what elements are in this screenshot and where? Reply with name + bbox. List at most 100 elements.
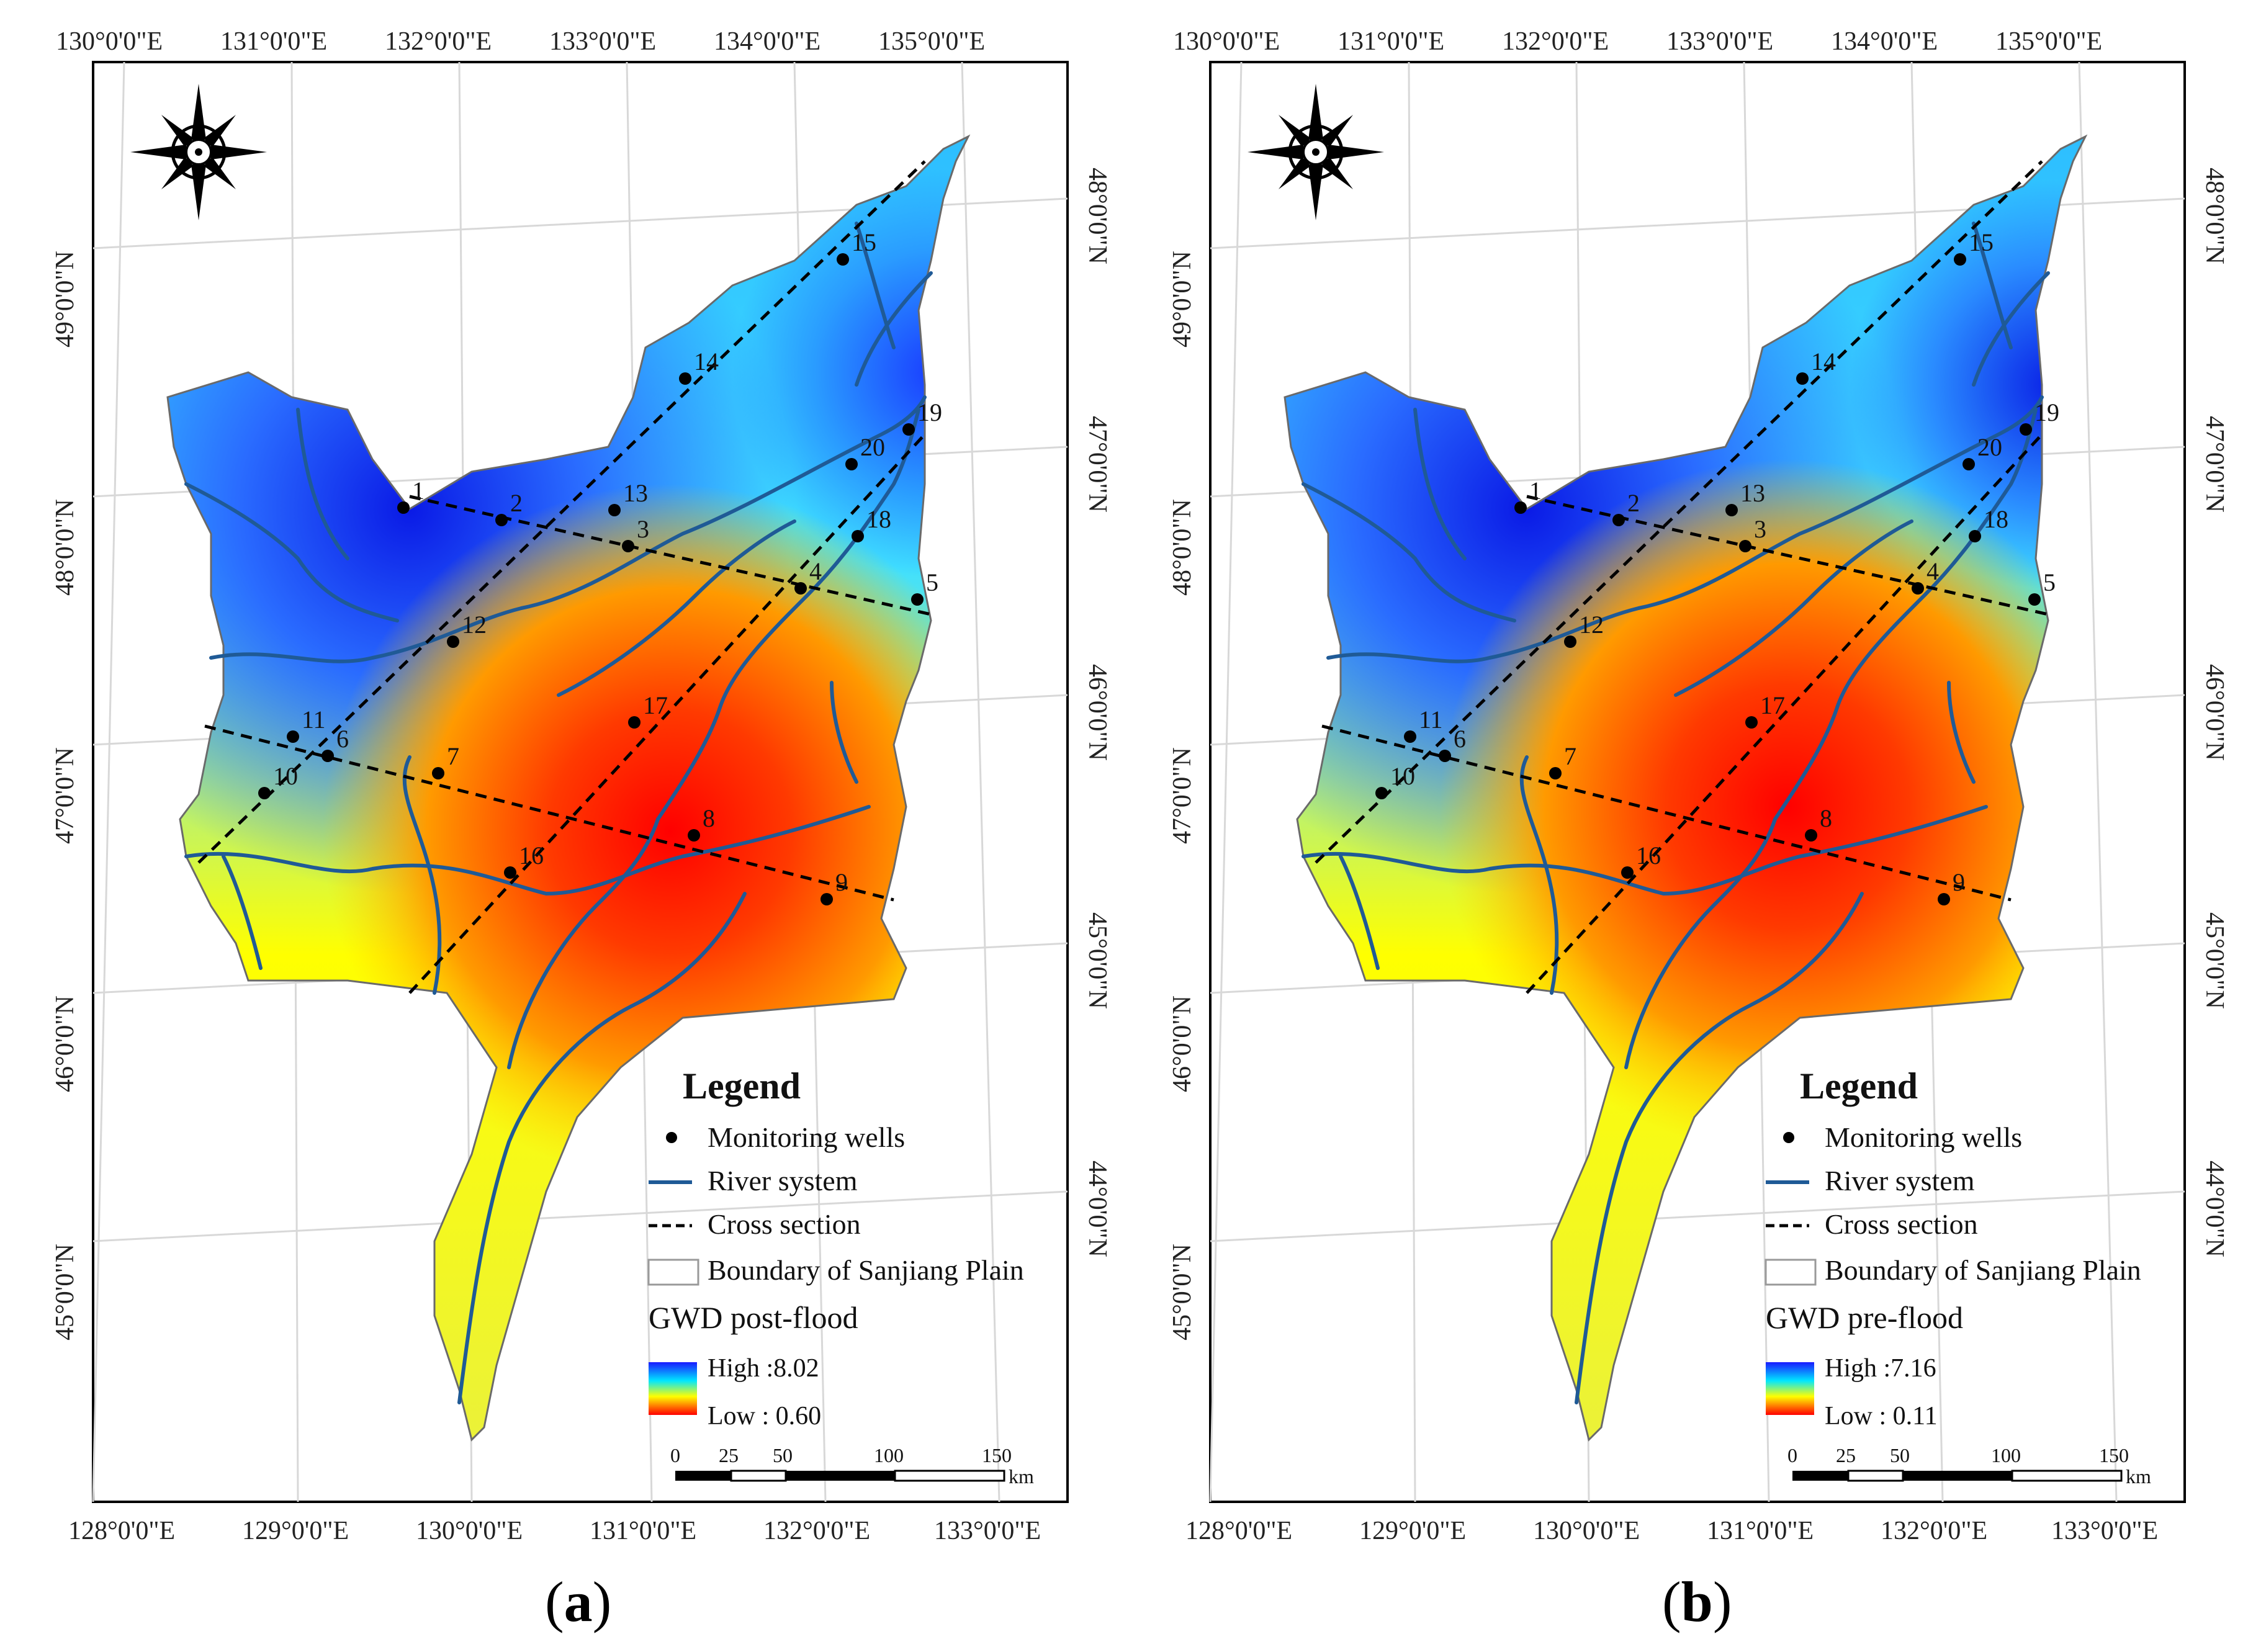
lat-label: 45°0'0"N — [1083, 912, 1112, 1009]
lon-label: 133°0'0"E — [1666, 27, 1773, 56]
lat-label: 46°0'0"N — [1083, 664, 1112, 761]
scale-tick: 100 — [1991, 1444, 2021, 1466]
monitoring-well-marker — [1549, 767, 1562, 779]
monitoring-well-label: 16 — [1636, 842, 1661, 869]
monitoring-well-label: 11 — [302, 706, 326, 734]
monitoring-well-marker — [794, 582, 807, 595]
legend-wells-label: Monitoring wells — [708, 1121, 905, 1153]
right-latitude-labels: 48°0'0"N 47°0'0"N 46°0'0"N 45°0'0"N 44°0… — [1083, 168, 1112, 1257]
lon-label: 131°0'0"E — [590, 1517, 696, 1545]
monitoring-well-label: 6 — [336, 725, 349, 753]
scale-tick: 150 — [982, 1444, 1012, 1466]
monitoring-well-label: 4 — [1927, 557, 1939, 585]
lon-label: 132°0'0"E — [1881, 1517, 1987, 1545]
top-longitude-labels: 130°0'0"E 131°0'0"E 132°0'0"E 133°0'0"E … — [1173, 27, 2102, 56]
lon-label: 129°0'0"E — [1359, 1517, 1466, 1545]
legend-high-label: High :8.02 — [708, 1354, 819, 1383]
monitoring-well-label: 19 — [2034, 398, 2059, 426]
legend-well-symbol — [1783, 1132, 1794, 1143]
lon-label: 134°0'0"E — [714, 27, 821, 56]
monitoring-well-label: 20 — [860, 433, 885, 461]
monitoring-well-label: 19 — [917, 398, 942, 426]
legend-low-label: Low : 0.11 — [1825, 1402, 1938, 1430]
monitoring-well-label: 3 — [1754, 515, 1766, 543]
top-longitude-labels: 130°0'0"E 131°0'0"E 132°0'0"E 133°0'0"E … — [56, 27, 985, 56]
panel-label-b: (b) — [1662, 1570, 1732, 1633]
monitoring-well-label: 3 — [637, 515, 649, 543]
monitoring-well-marker — [504, 866, 516, 879]
legend-cross-label: Cross section — [708, 1208, 861, 1240]
monitoring-well-label: 14 — [1811, 348, 1836, 375]
scale-tick: 150 — [2099, 1444, 2129, 1466]
monitoring-well-marker — [911, 593, 924, 606]
monitoring-well-label: 9 — [1953, 868, 1965, 896]
lat-label: 48°0'0"N — [1168, 499, 1197, 596]
monitoring-well-marker — [1912, 582, 1924, 595]
monitoring-well-marker — [608, 504, 621, 516]
lon-label: 130°0'0"E — [1533, 1517, 1640, 1545]
monitoring-well-label: 10 — [1390, 762, 1415, 790]
lon-label: 134°0'0"E — [1831, 27, 1938, 56]
legend-gwd-label: GWD post-flood — [649, 1300, 858, 1335]
monitoring-well-marker — [495, 514, 508, 526]
monitoring-well-marker — [432, 767, 444, 779]
river-system — [1302, 222, 2050, 1404]
legend-color-ramp — [649, 1362, 697, 1415]
lon-label: 133°0'0"E — [934, 1517, 1041, 1545]
lon-label: 133°0'0"E — [549, 27, 656, 56]
monitoring-well-marker — [1969, 530, 1981, 542]
monitoring-well-marker — [1514, 501, 1527, 514]
lat-label: 47°0'0"N — [51, 747, 79, 844]
monitoring-well-marker — [1963, 458, 1975, 470]
monitoring-well-label: 12 — [1579, 611, 1604, 639]
cross-sections — [197, 160, 932, 994]
monitoring-well-label: 17 — [1760, 691, 1785, 719]
scale-tick: 50 — [1890, 1444, 1910, 1466]
monitoring-well-marker — [837, 253, 849, 266]
lon-label: 132°0'0"E — [385, 27, 492, 56]
monitoring-well-label: 15 — [1969, 228, 1994, 256]
monitoring-well-marker — [622, 540, 634, 552]
monitoring-well-label: 1 — [1529, 477, 1542, 505]
monitoring-well-label: 18 — [1984, 505, 2008, 533]
monitoring-well-label: 2 — [510, 489, 523, 517]
lat-label: 47°0'0"N — [1083, 416, 1112, 513]
lat-label: 45°0'0"N — [1168, 1244, 1197, 1340]
lon-label: 130°0'0"E — [1173, 27, 1280, 56]
scale-tick: 25 — [1836, 1444, 1856, 1466]
monitoring-well-label: 10 — [273, 762, 298, 790]
monitoring-well-label: 14 — [694, 348, 719, 375]
legend-low-label: Low : 0.60 — [708, 1402, 821, 1430]
lon-label: 135°0'0"E — [878, 27, 985, 56]
lon-label: 129°0'0"E — [242, 1517, 349, 1545]
monitoring-well-label: 13 — [1740, 479, 1765, 507]
legend-boundary-label: Boundary of Sanjiang Plain — [708, 1254, 1024, 1286]
monitoring-well-marker — [397, 501, 410, 514]
monitoring-well-marker — [628, 716, 641, 729]
monitoring-well-label: 6 — [1454, 725, 1466, 753]
monitoring-well-marker — [852, 530, 864, 542]
monitoring-well-marker — [679, 372, 691, 385]
monitoring-well-label: 13 — [623, 479, 648, 507]
lon-label: 135°0'0"E — [1995, 27, 2102, 56]
legend-river-label: River system — [1825, 1165, 1975, 1196]
legend-title: Legend — [1800, 1066, 1918, 1107]
bottom-longitude-labels: 128°0'0"E 129°0'0"E 130°0'0"E 131°0'0"E … — [1185, 1517, 2158, 1545]
lon-label: 131°0'0"E — [1338, 27, 1444, 56]
lat-label: 46°0'0"N — [2200, 664, 2229, 761]
monitoring-well-marker — [1938, 893, 1950, 905]
monitoring-well-marker — [1439, 750, 1451, 762]
legend-wells-label: Monitoring wells — [1825, 1121, 2022, 1153]
scale-bar: 0 25 50 100 150 km — [670, 1444, 1034, 1488]
panel-label-a: (a) — [545, 1570, 611, 1633]
monitoring-well-marker — [1739, 540, 1751, 552]
legend-cross-label: Cross section — [1825, 1208, 1978, 1240]
scale-bar: 0 25 50 100 150 km — [1787, 1444, 2151, 1488]
monitoring-well-marker — [1564, 635, 1576, 648]
lat-label: 46°0'0"N — [1168, 995, 1197, 1092]
monitoring-well-label: 2 — [1627, 489, 1640, 517]
